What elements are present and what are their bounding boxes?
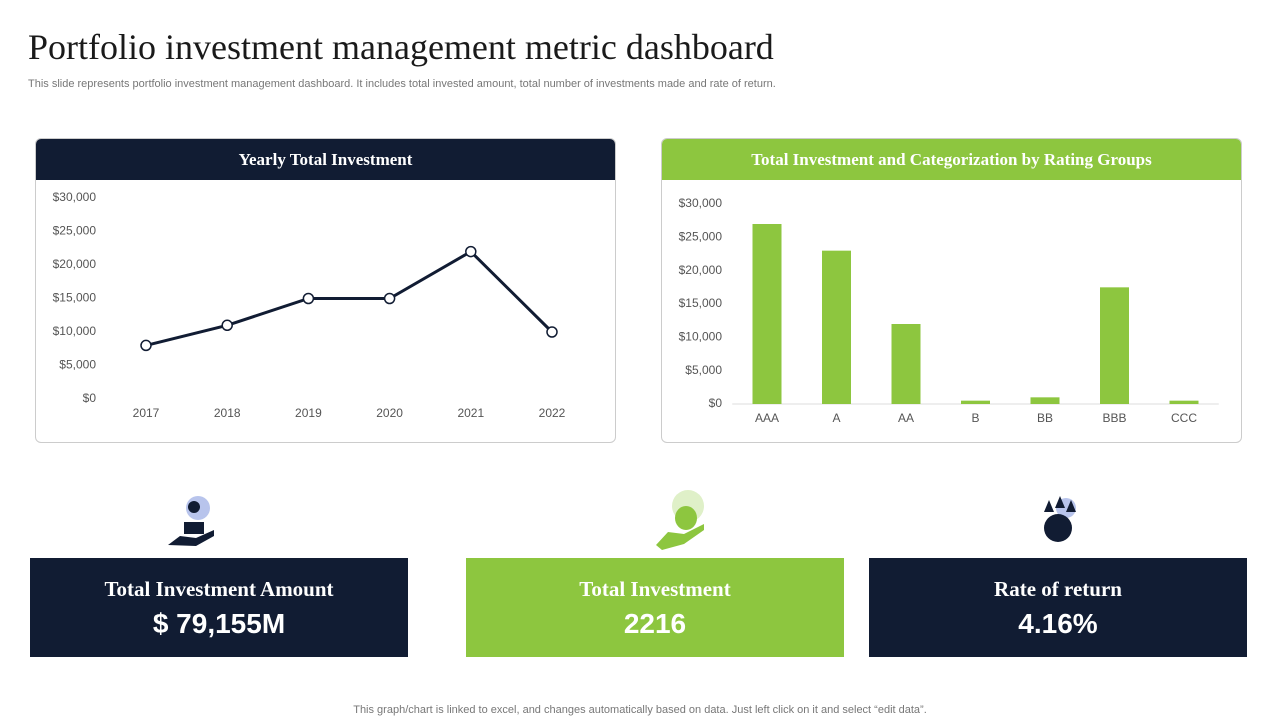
line-series bbox=[145, 249, 554, 347]
x-tick-label: 2019 bbox=[295, 406, 322, 420]
y-tick-label: $0 bbox=[83, 391, 97, 405]
y-tick-label: $0 bbox=[709, 396, 723, 410]
y-tick-label: $5,000 bbox=[685, 363, 722, 377]
bar bbox=[891, 324, 921, 404]
x-tick-label: BB bbox=[1037, 411, 1053, 425]
kpi-card: Total Investment Amount $ 79,155M bbox=[30, 558, 408, 657]
y-tick-label: $30,000 bbox=[53, 190, 97, 204]
bar bbox=[1030, 397, 1060, 404]
y-tick-label: $5,000 bbox=[59, 358, 96, 372]
kpi-label: Total Investment bbox=[579, 577, 731, 601]
y-tick-label: $25,000 bbox=[53, 224, 97, 238]
panel-title: Yearly Total Investment bbox=[36, 139, 615, 180]
line-point bbox=[302, 292, 315, 305]
y-tick-label: $10,000 bbox=[53, 324, 97, 338]
kpi-card: Total Investment 2216 bbox=[466, 558, 844, 657]
x-tick-label: 2022 bbox=[539, 406, 566, 420]
line-point bbox=[140, 339, 152, 352]
footer-note: This graph/chart is linked to excel, and… bbox=[353, 704, 927, 716]
icon bbox=[168, 490, 1076, 550]
bar-panel: Total Investment and Categorization by R… bbox=[661, 138, 1242, 443]
y-tick-label: $15,000 bbox=[53, 291, 97, 305]
y-tick-label: $25,000 bbox=[679, 230, 723, 244]
y-tick-label: $30,000 bbox=[679, 196, 723, 210]
line-point bbox=[465, 245, 477, 258]
kpi-card: Rate of return 4.16% bbox=[869, 558, 1247, 657]
panel-title: Total Investment and Categorization by R… bbox=[662, 139, 1241, 180]
y-tick-label: $10,000 bbox=[679, 330, 723, 344]
kpi-value: 2216 bbox=[623, 608, 687, 639]
line-point bbox=[221, 319, 233, 332]
x-tick-label: CCC bbox=[1171, 411, 1197, 425]
x-tick-label: 2017 bbox=[133, 406, 160, 420]
page-title: Portfolio investment management metric d… bbox=[28, 27, 774, 67]
x-tick-label: BBB bbox=[1102, 411, 1126, 425]
page-subtitle: This slide represents portfolio investme… bbox=[28, 78, 776, 90]
x-tick-label: B bbox=[971, 411, 979, 425]
y-tick-label: $15,000 bbox=[679, 296, 723, 310]
kpi-label: Total Investment Amount bbox=[104, 577, 334, 601]
x-tick-label: 2020 bbox=[376, 406, 403, 420]
bar bbox=[961, 400, 990, 404]
kpi-value: $ 79,155M bbox=[152, 608, 286, 639]
x-tick-label: 2021 bbox=[457, 406, 484, 420]
bar bbox=[1100, 287, 1129, 404]
line-point bbox=[383, 292, 396, 305]
line-panel: Yearly Total Investment bbox=[35, 138, 616, 443]
kpi-value: 4.16% bbox=[1018, 608, 1098, 639]
x-tick-label: A bbox=[832, 411, 840, 425]
x-tick-label: AAA bbox=[755, 411, 779, 425]
y-tick-label: $20,000 bbox=[53, 257, 97, 271]
x-tick-label: AA bbox=[898, 411, 914, 425]
kpi-label: Rate of return bbox=[994, 577, 1122, 601]
bar bbox=[752, 224, 782, 404]
bar bbox=[822, 250, 851, 404]
y-tick-label: $20,000 bbox=[679, 263, 723, 277]
line-point bbox=[546, 326, 558, 338]
x-tick-label: 2018 bbox=[214, 406, 241, 420]
bar bbox=[1169, 400, 1199, 404]
